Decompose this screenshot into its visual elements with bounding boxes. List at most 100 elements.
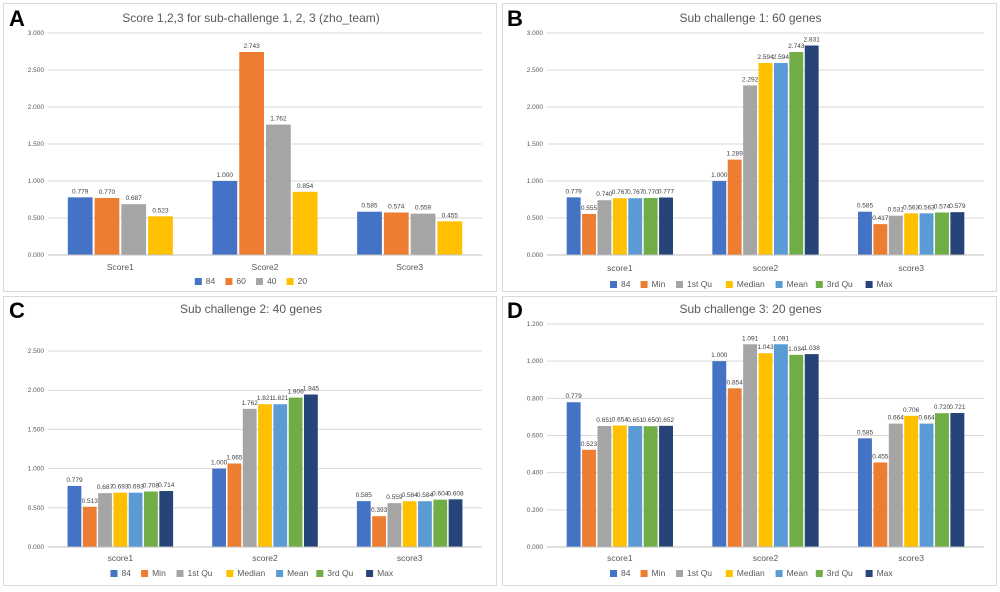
bar: [804, 354, 819, 547]
x-tick-label: Score3: [396, 262, 423, 272]
chart-title: Sub challenge 3: 20 genes: [679, 302, 821, 316]
y-tick-label: 1.000: [527, 178, 544, 185]
legend-label: Min: [652, 279, 666, 289]
legend-label: 1st Qu: [687, 568, 712, 578]
legend-swatch: [815, 570, 823, 577]
bar: [758, 353, 773, 547]
bar: [858, 211, 872, 255]
data-label: 1.762: [242, 400, 259, 407]
bar: [566, 402, 581, 547]
data-label: 0.693: [112, 484, 129, 491]
data-label: 2.743: [788, 43, 805, 50]
legend: 84 Min 1st Qu Median Mean 3rd Qu Max: [110, 568, 394, 578]
data-label: 0.770: [99, 189, 116, 196]
panel-letter-c: C: [9, 298, 25, 323]
bar: [643, 198, 658, 255]
data-label: 1.906: [287, 389, 304, 396]
legend-label: 1st Qu: [687, 279, 712, 289]
bar: [612, 425, 627, 547]
y-tick-label: 0.000: [527, 544, 544, 551]
bar: [789, 52, 804, 255]
panel-letter-d: D: [507, 298, 523, 323]
y-tick-label: 1.000: [28, 178, 45, 185]
legend: 84 Min 1st Qu Median Mean 3rd Qu Max: [610, 279, 893, 289]
chart-title: Sub challenge 1: 60 genes: [679, 11, 821, 25]
data-label: 0.779: [72, 188, 89, 195]
data-label: 0.393: [371, 507, 388, 514]
data-label: 1.821: [272, 395, 289, 402]
chart-title: Score 1,2,3 for sub-challenge 1, 2, 3 (z…: [122, 11, 379, 25]
bar: [935, 212, 949, 255]
panel-b: Sub challenge 1: 60 genes 0.000 0.500 1.000…: [502, 3, 997, 292]
y-tick-label: 2.000: [28, 104, 45, 111]
bar: [873, 462, 888, 547]
bar: [712, 181, 727, 255]
data-label: 1.038: [804, 345, 821, 352]
bar: [712, 361, 727, 547]
bar: [950, 413, 965, 547]
bar: [212, 468, 227, 547]
y-tick-label: 0.200: [527, 507, 544, 514]
data-label: 0.770: [642, 189, 659, 196]
legend-swatch: [366, 570, 374, 577]
bar: [288, 397, 303, 547]
data-label: 0.779: [66, 477, 83, 484]
legend-swatch: [640, 281, 648, 288]
legend-label: 20: [298, 276, 308, 286]
data-label: 0.585: [857, 429, 874, 436]
data-label: 0.706: [903, 407, 920, 414]
y-tick-label: 0.000: [28, 252, 45, 259]
legend-label: Max: [877, 279, 894, 289]
y-tick-label: 3.000: [28, 30, 45, 37]
data-label: 0.563: [903, 204, 920, 211]
bar: [904, 415, 919, 547]
legend-swatch: [610, 570, 617, 577]
data-label: 0.417: [872, 215, 889, 222]
bar: [727, 388, 742, 547]
legend-swatch: [176, 570, 184, 577]
chart-a: Score 1,2,3 for sub-challenge 1, 2, 3 (z…: [28, 11, 482, 286]
bar: [410, 213, 436, 255]
legend-label: 3rd Qu: [327, 568, 353, 578]
data-label: 1.091: [742, 335, 759, 342]
data-label: 0.767: [627, 189, 644, 196]
legend-label: Mean: [787, 568, 809, 578]
data-label: 0.687: [97, 484, 114, 491]
data-label: 1.945: [303, 386, 320, 393]
bar: [303, 394, 318, 547]
legend-label: Mean: [287, 568, 309, 578]
data-label: 0.513: [82, 498, 99, 505]
data-label: 1.034: [788, 346, 805, 353]
bar: [67, 485, 82, 547]
data-label: 0.531: [888, 207, 905, 214]
x-tick-label: score3: [397, 553, 423, 563]
data-label: 1.821: [257, 395, 274, 402]
legend-label: 60: [236, 276, 246, 286]
data-label: 1.043: [757, 344, 774, 351]
bar: [437, 221, 463, 255]
legend: 84 60 40 20: [194, 276, 308, 286]
data-label: 1.000: [711, 352, 728, 359]
legend-label: Median: [737, 279, 765, 289]
x-tick-label: score1: [108, 553, 134, 563]
bar: [582, 213, 596, 255]
legend-swatch: [725, 281, 733, 288]
y-tick-label: 0.500: [28, 215, 45, 222]
y-tick-label: 1.500: [28, 426, 45, 433]
legend-swatch: [640, 570, 648, 577]
bar: [357, 211, 382, 255]
legend-swatch: [676, 570, 683, 577]
data-label: 1.000: [211, 460, 228, 467]
bar: [919, 213, 934, 255]
bar: [159, 491, 174, 547]
legend-label: Min: [652, 568, 666, 578]
y-tick-label: 3.000: [527, 30, 544, 37]
y-tick-label: 1.500: [527, 141, 544, 148]
bar: [904, 213, 919, 255]
data-label: 0.708: [143, 482, 160, 489]
x-tick-label: score1: [607, 553, 633, 563]
data-label: 0.854: [297, 183, 314, 190]
legend-swatch: [610, 281, 617, 288]
data-label: 1.000: [711, 172, 728, 179]
bar: [743, 344, 758, 547]
